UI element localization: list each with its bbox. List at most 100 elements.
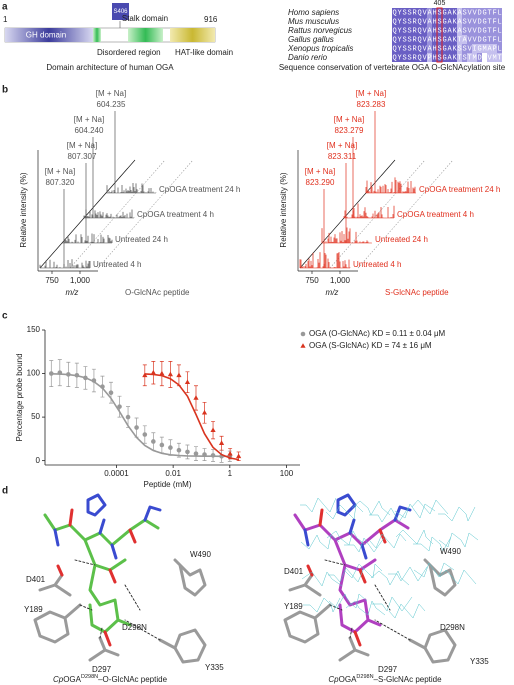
highlight-box [436,7,443,63]
trace-label: CpOGA treatment 24 h [159,185,240,194]
sequence: QYSSRQVAHSGAKASVVDGTFL [393,28,503,36]
density-mesh [439,569,477,585]
alignment-cell [447,26,452,35]
point [57,370,63,375]
sequence: QYSSRQVAHSGAKASVVDGTFL [393,19,503,27]
peak-mass: 807.320 [46,178,75,187]
peak-ion: [M + Na] [305,167,335,176]
density-mesh [301,571,343,587]
alignment-cell [422,53,427,62]
alignment-cell [472,35,477,44]
alignment-cell [487,26,492,35]
alignment-cell [452,8,457,17]
alignment-cell [477,17,482,26]
structure-caption: CpOGAD298N–S-GlcNAc peptide [328,674,442,684]
trace-label: CpOGA treatment 4 h [397,210,474,219]
point [184,379,191,385]
sequence: QYSSRQVAHSGAKSSVIGMAPL [393,46,503,54]
alignment-cell [402,17,407,26]
spectrum-trace [299,252,351,269]
alignment-cell [457,8,462,17]
alignment-cell [442,53,447,62]
alignment-cell [427,17,432,26]
fit-curve [144,373,239,461]
point [83,375,88,381]
density-mesh [351,500,391,516]
legend-label: OGA (O-GlcNAc) KD = 0.11 ± 0.04 μM [309,329,446,338]
caption-mutation: D298N [356,674,373,680]
species-name: Gallus gallus [288,35,334,44]
alignment-cell [497,26,502,35]
alignment-cell [452,26,457,35]
point [185,449,190,455]
point [91,378,97,383]
peak-ion: [M + Na] [356,89,386,98]
peak-ion: [M + Na] [334,115,364,124]
residue-label: Y335 [205,663,224,672]
peak-ion: [M + Na] [96,89,126,98]
sequence: QYSSRQVPHSGAKTSTMD-VMT [393,55,503,63]
species-name: Mus musculus [288,17,339,26]
residue-label: W490 [440,547,461,556]
alignment-cell [447,17,452,26]
point [108,390,114,396]
alignment-cell [472,44,477,53]
residue-label: Y335 [470,657,489,666]
alignment-cell [492,35,497,44]
alignment-cell [497,53,502,62]
alignment-cell [407,26,412,35]
residue-label: Y189 [284,602,303,611]
caption-organism: Cp [53,675,64,684]
alignment-cell [447,44,452,53]
sequence: QYSSRQVAHSGAKASVVDGTFL [393,10,503,18]
alignment-cell [427,53,432,62]
alignment-cell [412,35,417,44]
trace-label: CpOGA treatment 24 h [419,185,500,194]
alignment-cell [407,8,412,17]
alignment-cell [492,8,497,17]
alignment-cell [482,44,487,53]
alignment-cell [452,35,457,44]
spectrum-trace [83,209,135,219]
alignment-cell [442,26,447,35]
peak-ion: [M + Na] [74,115,104,124]
molecule-stick [74,559,161,641]
alignment-cell [392,44,397,53]
density-mesh [411,499,449,515]
x-tick-label: 750 [45,276,59,285]
alignment-cell [427,26,432,35]
residue-label: D298N [440,623,465,632]
alignment-cell [487,53,492,62]
peak-ion: [M + Na] [45,167,75,176]
caption-ligand: –O-GlcNAc peptide [98,675,167,684]
alignment-cell [412,26,417,35]
density-mesh [369,507,409,523]
molecule-stick [56,508,137,647]
trace-label: Untreated 4 h [93,260,141,269]
density-mesh [328,593,368,609]
alignment-cell [487,44,492,53]
point [134,425,139,430]
alignment-cell [437,8,442,17]
point [218,440,225,446]
alignment-cell [487,35,492,44]
alignment-cell [462,26,467,35]
offset-guide [299,159,396,269]
molecule-stick [288,573,322,597]
molecule-stick [423,558,457,597]
spectrum-trace [321,227,372,244]
alignment-cell [397,44,402,53]
density-mesh [394,503,436,519]
alignment-cell [482,17,487,26]
species-name: Xenopus tropicalis [287,44,353,53]
point [142,432,148,437]
alignment-cell [422,35,427,44]
alignment-cell [467,17,472,26]
point [210,453,216,458]
peak-mass: 823.311 [328,152,357,161]
point [236,453,242,459]
point [125,414,131,420]
residue-label: D298N [122,623,147,632]
alignment-cell [467,35,472,44]
